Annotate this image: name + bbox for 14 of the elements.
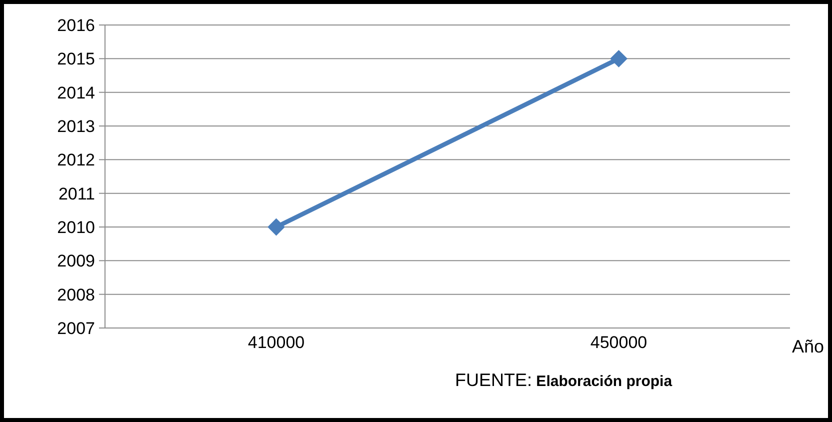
y-tick-label: 2016 (57, 16, 95, 36)
y-tick-label: 2011 (58, 184, 95, 204)
x-axis-title: Año (792, 336, 824, 356)
y-tick-label: 2015 (57, 50, 95, 69)
y-tick-label: 2008 (57, 285, 95, 304)
y-tick-label: 2009 (57, 252, 95, 271)
y-tick-label: 2013 (57, 117, 95, 136)
y-tick-label: 2014 (57, 83, 95, 102)
source-note: FUENTE: Elaboración propia (455, 370, 672, 390)
y-tick-label: 2010 (57, 218, 95, 238)
y-tick-label: 2012 (57, 150, 95, 170)
x-tick-label: 450000 (590, 333, 648, 352)
y-tick-label: 2007 (57, 319, 95, 338)
x-tick-label: 410000 (248, 333, 305, 352)
